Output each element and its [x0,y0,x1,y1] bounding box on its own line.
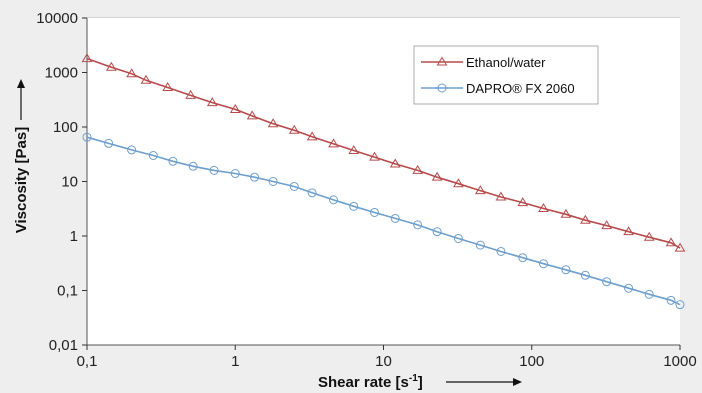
x-axis-title-suffix: ] [418,374,423,391]
series-dapro [82,132,685,310]
legend-swatch-marker-ethanol-water [436,56,448,66]
x-tick-label: 0,1 [77,353,98,370]
data-point-dapro [289,181,299,191]
data-point-dapro [188,161,198,171]
data-point-ethanol-water [328,138,339,148]
data-point-dapro [349,201,359,211]
y-tick-label: 1000 [45,65,78,82]
y-tick-label: 0,01 [49,337,78,354]
y-axis-title: Viscosity [Pas] [13,127,30,233]
data-point-ethanol-water [665,237,677,247]
data-point-dapro [127,145,137,155]
data-point-dapro [475,240,485,250]
legend: Ethanol/water DAPRO® FX 2060 [413,45,599,105]
x-axis-title-superscript: -1 [409,373,418,384]
data-point-dapro [602,277,612,287]
data-point-ethanol-water [623,226,634,236]
data-point-dapro [168,156,178,166]
data-point-ethanol-water [348,145,360,155]
data-point-ethanol-water [579,214,591,224]
data-point-dapro [561,265,571,275]
data-point-dapro [675,300,685,310]
data-point-dapro [148,150,158,160]
data-point-ethanol-water [81,53,93,63]
series-group [81,53,686,310]
x-tick-label: 1 [231,353,239,370]
series-ethanol-water [81,53,686,252]
data-point-ethanol-water [140,74,152,84]
y-tick-label: 10000 [36,10,78,27]
data-point-ethanol-water [162,82,174,92]
data-point-dapro [624,283,634,293]
x-axis-arrow-head [513,378,522,386]
data-point-ethanol-water [643,231,655,241]
data-point-dapro [496,246,506,256]
y-tick-label: 1 [70,228,78,245]
data-point-dapro [209,165,219,175]
legend-box [413,45,599,105]
x-axis-title: Shear rate [s-1] [318,373,423,391]
data-point-dapro [329,195,339,205]
data-point-ethanol-water [601,220,613,230]
data-point-dapro [644,289,654,299]
x-tick-label: 100 [519,353,544,370]
legend-swatch-marker-dapro [437,83,447,93]
data-point-dapro [580,270,590,280]
data-point-ethanol-water [517,197,529,207]
data-point-ethanol-water [674,242,686,252]
data-point-ethanol-water [185,89,197,99]
data-point-dapro [390,213,400,223]
data-point-ethanol-water [369,151,380,161]
data-point-dapro [432,227,442,237]
data-point-dapro [82,132,92,142]
legend-item-dapro: DAPRO® FX 2060 [421,81,575,96]
data-point-dapro [268,177,278,186]
legend-label-ethanol-water: Ethanol/water [466,55,546,70]
data-point-ethanol-water [267,118,279,128]
data-point-ethanol-water [306,131,318,141]
data-point-dapro [250,172,260,182]
data-point-ethanol-water [560,208,572,218]
data-point-dapro [453,233,463,243]
data-point-dapro [518,253,528,263]
y-axis-title-group: Viscosity [Pas] [13,79,30,233]
data-point-ethanol-water [206,97,218,107]
data-point-dapro [307,188,317,198]
legend-item-ethanol-water: Ethanol/water [421,55,546,70]
x-axis-title-main: Shear rate [s [318,374,409,391]
data-point-dapro [370,207,380,217]
y-tick-label: 0,1 [57,283,78,300]
x-axis-title-group: Shear rate [s-1] [318,373,522,391]
data-point-ethanol-water [288,124,300,134]
data-point-ethanol-water [474,185,486,195]
data-point-ethanol-water [389,158,401,168]
data-point-ethanol-water [246,110,258,120]
data-point-dapro [413,220,423,230]
data-point-dapro [538,259,548,269]
y-axis-arrow-head [17,79,25,88]
data-point-ethanol-water [126,68,138,78]
legend-label-dapro: DAPRO® FX 2060 [466,81,575,96]
y-tick-label: 10 [61,174,78,191]
data-point-dapro [104,138,114,148]
data-point-ethanol-water [453,178,464,188]
data-point-ethanol-water [105,61,117,71]
data-point-dapro [666,295,676,305]
x-tick-label: 1000 [663,353,696,370]
data-point-ethanol-water [412,164,424,174]
data-point-ethanol-water [431,171,443,181]
x-tick-label: 10 [375,353,392,370]
data-point-ethanol-water [538,202,549,212]
data-point-dapro [230,169,240,179]
data-point-ethanol-water [229,103,241,113]
data-point-ethanol-water [495,191,507,201]
y-tick-label: 100 [53,119,78,136]
